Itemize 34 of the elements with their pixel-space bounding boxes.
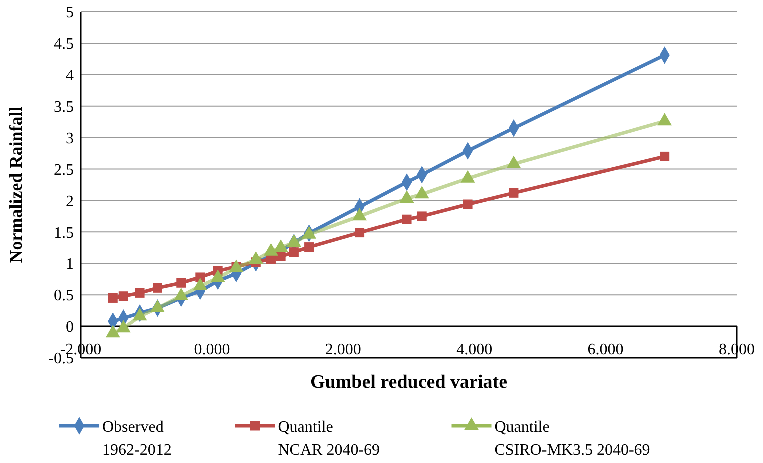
- y-axis-title: Normalized Rainfall: [6, 106, 26, 264]
- point: [176, 278, 186, 288]
- point: [135, 288, 145, 298]
- point: [108, 293, 118, 303]
- y-tick-label: 1: [66, 256, 74, 274]
- y-tick-label: 3.5: [54, 98, 74, 116]
- point: [153, 283, 162, 293]
- x-tick-label: 2.000: [325, 342, 362, 359]
- y-tick-label: 2.5: [54, 162, 74, 179]
- y-tick-label: 3: [66, 130, 74, 148]
- point: [289, 248, 299, 258]
- legend-label: Quantile CSIRO-MK3.5 2040-69: [494, 419, 650, 459]
- y-tick-label: 1.5: [54, 224, 74, 242]
- x-tick-label: 6.000: [588, 342, 624, 359]
- point: [402, 214, 412, 224]
- point: [463, 200, 473, 210]
- point: [660, 152, 670, 162]
- y-tick-label: 0.5: [54, 288, 74, 305]
- point: [304, 242, 314, 252]
- y-tick-label: 4: [66, 68, 74, 85]
- y-tick-label: 0: [66, 319, 74, 336]
- point: [118, 292, 128, 302]
- point: [355, 228, 365, 238]
- y-tick-label: 2: [66, 193, 74, 210]
- legend-label: Observed 1962-2012: [102, 419, 172, 459]
- x-axis-title: Gumbel reduced variate: [310, 372, 508, 393]
- legend-label: Quantile NCAR 2040-69: [278, 419, 380, 459]
- y-tick-label: 4.5: [54, 36, 74, 54]
- point: [417, 212, 427, 222]
- x-tick-label: 0.000: [194, 342, 230, 359]
- x-tick-label: 4.000: [456, 342, 493, 359]
- y-tick-label: 5: [66, 4, 74, 22]
- point: [509, 188, 519, 198]
- point: [276, 252, 286, 262]
